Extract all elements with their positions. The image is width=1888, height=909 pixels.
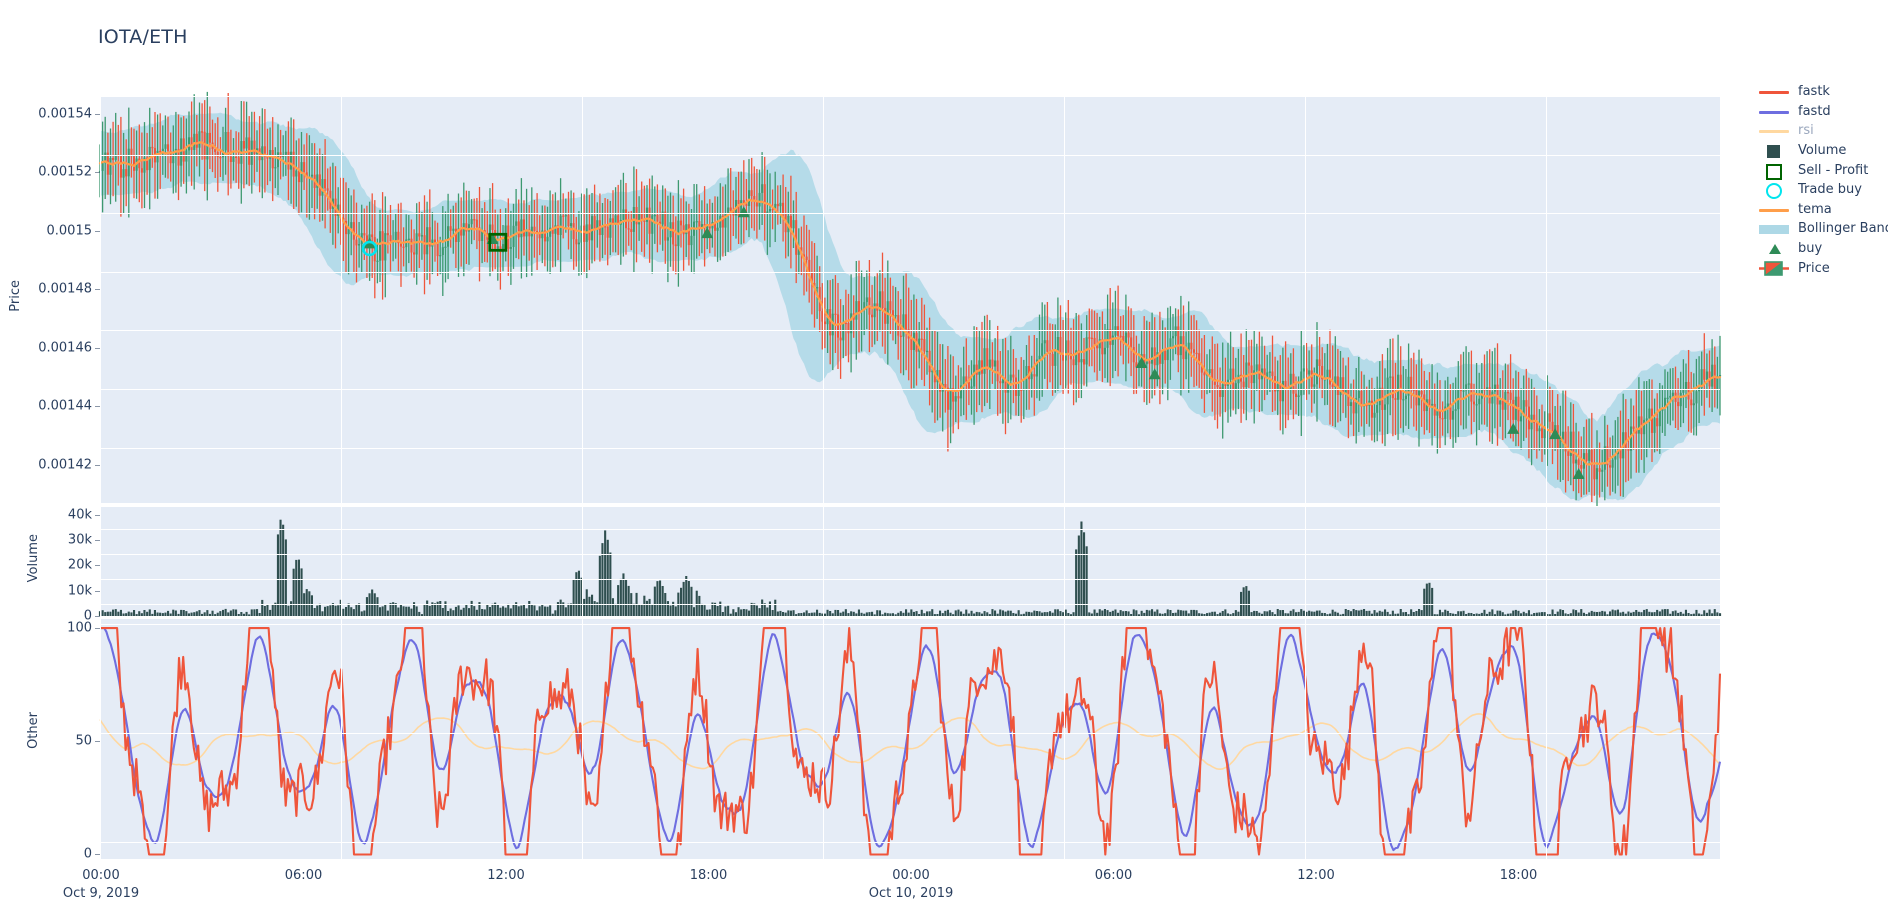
x-tick-time: 18:00	[689, 868, 728, 883]
triangle-up-icon	[1756, 239, 1792, 258]
x-tick: 06:00	[1095, 868, 1132, 883]
buy-marker	[1135, 357, 1148, 369]
x-tick: 18:00	[690, 868, 727, 883]
legend-label: rsi	[1798, 123, 1814, 139]
volume-y-tick: 30k	[67, 532, 92, 548]
tick-mark	[95, 406, 100, 408]
buy-marker	[737, 206, 750, 218]
legend-label: Volume	[1798, 143, 1847, 159]
tick-mark	[95, 514, 100, 516]
x-tick-time: 06:00	[284, 868, 323, 883]
buy-marker	[701, 227, 714, 239]
legend-label: tema	[1798, 201, 1832, 217]
candlestick-icon	[1756, 259, 1792, 278]
volume-y-tick: 0	[83, 608, 92, 624]
tick-mark	[95, 616, 100, 617]
square-open-icon	[1756, 161, 1792, 180]
buy-marker	[1549, 428, 1562, 440]
volume-axis-title: Volume	[26, 534, 41, 583]
volume-y-tick: 10k	[67, 583, 92, 599]
other-plot-area	[99, 619, 1788, 859]
tick-mark	[95, 172, 100, 174]
legend-item-bollinger-band[interactable]: Bollinger Band	[1756, 219, 1888, 239]
legend-item-fastk[interactable]: fastk	[1756, 82, 1888, 102]
legend-item-fastd[interactable]: fastd	[1756, 102, 1888, 122]
price-y-tick: 0.00154	[38, 106, 92, 122]
price-y-tick: 0.00146	[38, 340, 92, 356]
x-tick: 00:00 Oct 9, 2019	[63, 868, 139, 901]
other-y-tick: 100	[67, 620, 92, 636]
x-tick-time: 12:00	[487, 868, 525, 883]
sell-profit-marker	[488, 232, 508, 252]
price-y-tick: 0.0015	[46, 223, 93, 239]
tick-mark	[95, 230, 100, 232]
legend-item-sell-profit[interactable]: Sell - Profit	[1756, 160, 1888, 180]
circle-open-icon	[1756, 180, 1792, 200]
other-y-tick: 50	[75, 733, 92, 749]
x-tick-time: 00:00	[82, 868, 120, 883]
tick-mark	[95, 741, 100, 743]
legend-label: fastk	[1798, 84, 1830, 100]
tick-mark	[95, 565, 100, 567]
x-tick-time: 18:00	[1499, 868, 1538, 883]
tick-mark	[95, 113, 100, 115]
price-axis-title: Price	[8, 280, 23, 312]
price-plot-area	[98, 91, 1788, 518]
line-icon	[1756, 82, 1792, 101]
legend-item-tema[interactable]: tema	[1756, 200, 1888, 220]
line-icon	[1756, 200, 1792, 219]
x-tick-time: 12:00	[1297, 868, 1335, 883]
tick-mark	[95, 540, 100, 542]
trade-buy-marker	[361, 240, 378, 257]
price-series-svg	[98, 91, 1722, 518]
legend-label: fastd	[1798, 103, 1831, 119]
x-tick: 12:00	[487, 868, 524, 883]
x-tick: 18:00	[1500, 868, 1537, 883]
tick-mark	[95, 464, 100, 466]
legend-item-price[interactable]: Price	[1756, 258, 1888, 278]
legend[interactable]: fastk fastd rsi Volume Sell - Profit Trade bu…	[1756, 82, 1888, 278]
square-icon	[1756, 141, 1792, 160]
x-tick: 06:00	[285, 868, 322, 883]
x-tick: 12:00	[1297, 868, 1334, 883]
page-title: IOTA/ETH	[98, 26, 188, 48]
other-axis-title: Other	[26, 712, 41, 749]
tick-mark	[95, 347, 100, 349]
legend-item-buy[interactable]: buy	[1756, 239, 1888, 259]
x-tick-date: Oct 9, 2019	[62, 886, 140, 901]
volume-y-tick: 40k	[67, 507, 92, 523]
buy-marker	[1572, 467, 1585, 479]
volume-y-tick: 20k	[67, 557, 92, 573]
legend-label: Price	[1798, 260, 1830, 276]
price-y-tick: 0.00152	[38, 164, 92, 180]
legend-label: Bollinger Band	[1798, 221, 1888, 237]
band-icon	[1756, 219, 1792, 238]
legend-item-rsi[interactable]: rsi	[1756, 121, 1888, 141]
oscillator-svg	[99, 627, 1722, 856]
legend-item-volume[interactable]: Volume	[1756, 141, 1888, 161]
x-tick: 00:00 Oct 10, 2019	[869, 868, 954, 901]
legend-label: Trade buy	[1798, 182, 1862, 198]
x-tick-date: Oct 10, 2019	[868, 886, 954, 901]
price-y-tick: 0.00144	[38, 398, 92, 414]
legend-label: Sell - Profit	[1798, 162, 1869, 178]
line-icon	[1756, 121, 1792, 140]
x-tick-time: 00:00	[892, 868, 930, 883]
x-tick-time: 06:00	[1094, 868, 1133, 883]
buy-marker	[1148, 368, 1161, 380]
price-y-tick: 0.00148	[38, 281, 92, 297]
legend-label: buy	[1798, 241, 1823, 257]
tick-mark	[95, 289, 100, 291]
volume-plot-area	[98, 506, 1788, 616]
tick-mark	[95, 590, 100, 592]
buy-marker	[1507, 422, 1520, 434]
price-y-tick: 0.00142	[38, 457, 92, 473]
legend-item-trade-buy[interactable]: Trade buy	[1756, 180, 1888, 200]
line-icon	[1756, 102, 1792, 121]
tick-mark	[95, 854, 100, 856]
volume-bars-svg	[98, 519, 1722, 616]
other-y-tick: 0	[83, 846, 92, 862]
tick-mark	[95, 628, 100, 630]
